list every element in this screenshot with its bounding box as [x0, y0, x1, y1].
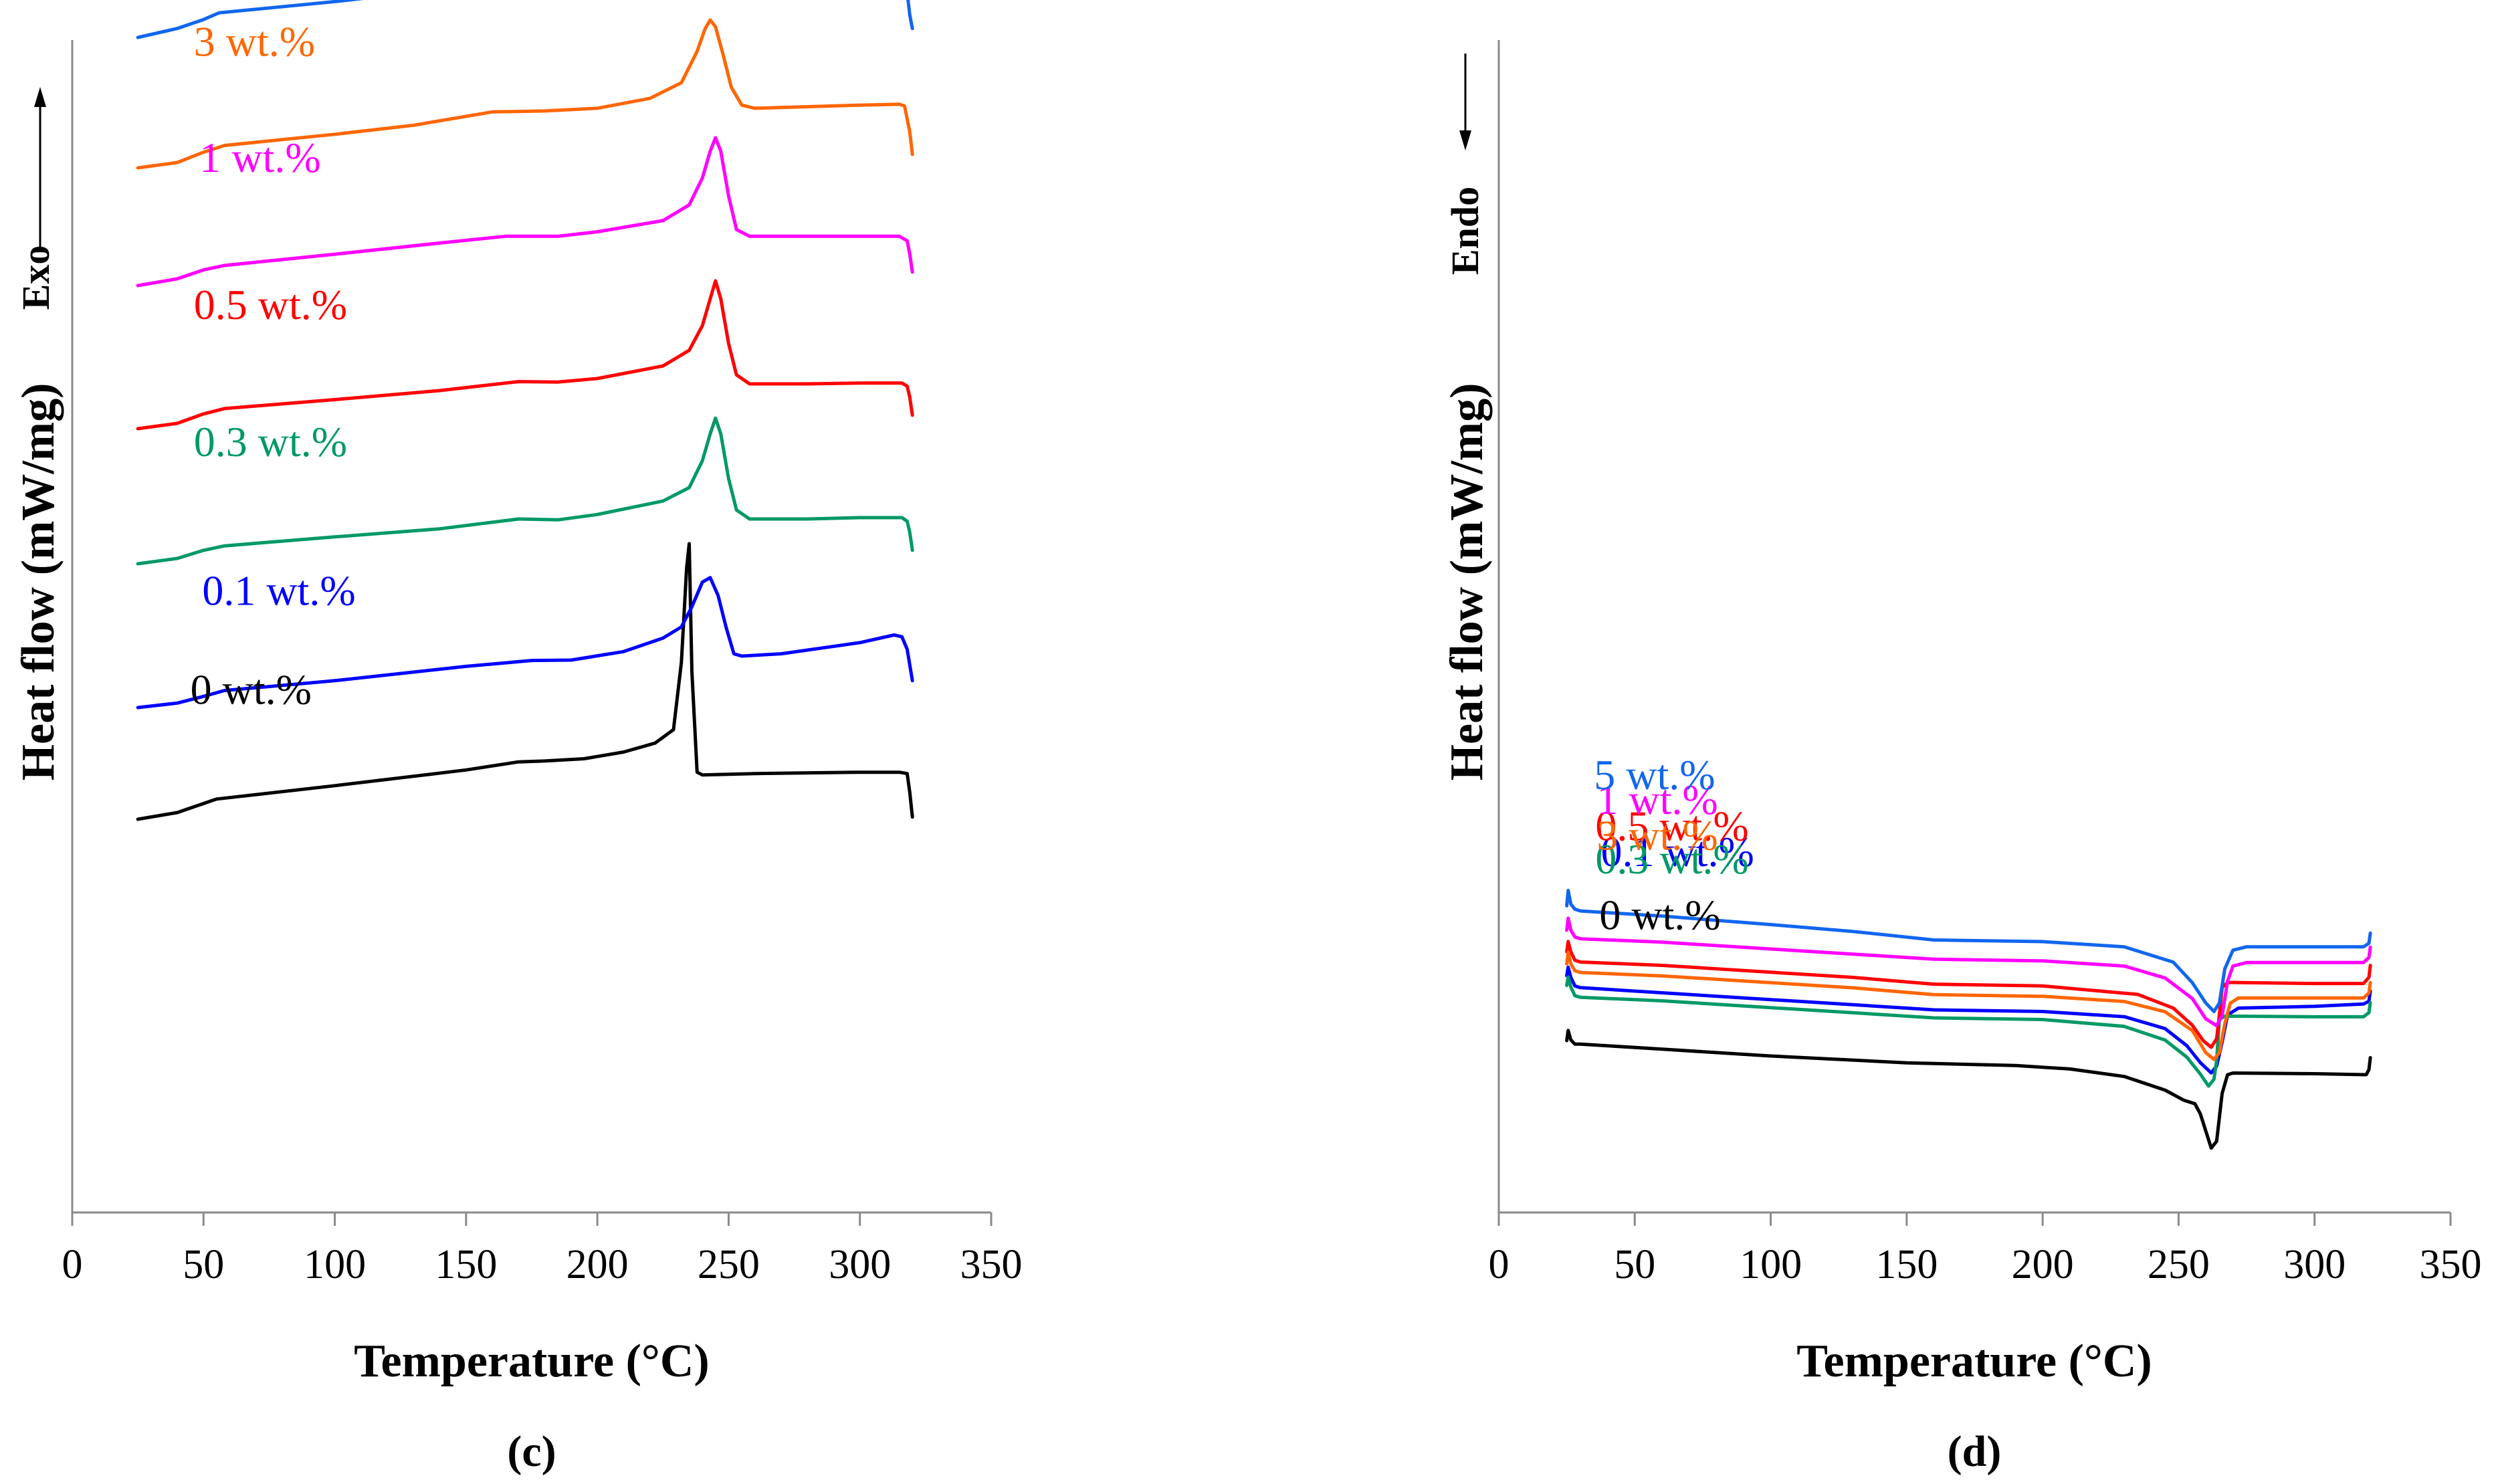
x-tick-label: 200: [2012, 1242, 2074, 1287]
direction-arrow: [1459, 54, 1471, 150]
series-line: [1565, 965, 2372, 1075]
series-line: [136, 416, 914, 566]
series-label: 0.1 wt.%: [202, 567, 355, 615]
panel-label: (d): [1948, 1427, 2002, 1476]
x-tick-label: 100: [304, 1242, 366, 1287]
x-tick-label: 350: [960, 1242, 1023, 1287]
x-tick-label: 150: [435, 1242, 497, 1287]
series-line: [1565, 975, 2372, 1088]
x-tick-label: 50: [183, 1242, 224, 1287]
series-labels: 0 wt.% 0.1 wt.% 0.3 wt.% 0.5 wt.% 1 wt.% 3 wt…: [191, 18, 356, 714]
series-line: [1565, 916, 2372, 1028]
arrow-up-icon: [34, 87, 46, 107]
panel-d-chart: 0 50 100 150 200 250 300 350 0 wt.% 0.1 wt.%0.3 …: [1441, 40, 2482, 1476]
direction-label: Endo: [1443, 187, 1487, 275]
panel-c-chart: 0 50 100 150 200 250 300 350 0 wt.% 0.1 wt.% 0.3 …: [13, 0, 1023, 1476]
y-axis-label: Heat flow (mW/mg): [13, 383, 64, 781]
x-tick-label: 350: [2420, 1242, 2482, 1287]
x-tick-label: 250: [698, 1242, 760, 1287]
series-line: [136, 279, 914, 431]
direction-label: Exo: [14, 245, 58, 310]
series-label: 1 wt.%: [199, 134, 320, 181]
direction-arrow: [34, 87, 46, 247]
series-line: [1565, 950, 2372, 1061]
series-group: [1565, 889, 2372, 1150]
series-group: [136, 0, 914, 821]
x-tick-label: 100: [1740, 1242, 1802, 1287]
series-label: 0 wt.%: [1599, 891, 1720, 939]
x-tick-label: 200: [566, 1242, 629, 1287]
series-line: [136, 576, 914, 710]
arrow-down-icon: [1459, 130, 1471, 150]
series-line: [1565, 1029, 2372, 1150]
x-tick-label: 0: [1489, 1242, 1510, 1287]
x-tick-label: 150: [1875, 1242, 1938, 1287]
series-label: 0.5 wt.%: [194, 281, 347, 328]
x-ticks: 0 50 100 150 200 250 300 350: [1489, 1212, 2482, 1287]
x-tick-label: 50: [1614, 1242, 1655, 1287]
series-line: [136, 136, 914, 288]
series-label: 0.5 wt.%: [1595, 803, 1748, 850]
series-label: 3 wt.%: [194, 18, 315, 66]
x-ticks: 0 50 100 150 200 250 300 350: [62, 1212, 1023, 1287]
series-label: 0.3 wt.%: [1595, 835, 1748, 883]
series-label: 1 wt.%: [1596, 776, 1718, 823]
x-axis-label: Temperature (°C): [1796, 1336, 2152, 1387]
x-tick-label: 250: [2148, 1242, 2210, 1287]
x-tick-label: 300: [829, 1242, 891, 1287]
x-tick-label: 0: [62, 1242, 83, 1287]
series-line: [1565, 940, 2372, 1049]
panel-label: (c): [507, 1427, 556, 1476]
x-axis-label: Temperature (°C): [354, 1336, 710, 1387]
series-label: 3 wt.%: [1596, 811, 1718, 859]
series-line: [1565, 889, 2372, 1013]
x-tick-label: 300: [2283, 1242, 2346, 1287]
series-label: 0.1 wt.%: [1600, 828, 1754, 875]
series-label: 5 wt.%: [1594, 751, 1715, 799]
series-line: [136, 542, 914, 821]
series-label: 0.3 wt.%: [194, 418, 347, 465]
series-line: [136, 18, 914, 170]
series-labels: 0 wt.% 0.1 wt.%0.3 wt.%0.5 wt.%1 wt.%3 wt…: [1594, 751, 1754, 939]
y-axis-label: Heat flow (mW/mg): [1441, 383, 1493, 781]
series-label: 0 wt.%: [191, 666, 312, 714]
series-line: [136, 0, 914, 39]
